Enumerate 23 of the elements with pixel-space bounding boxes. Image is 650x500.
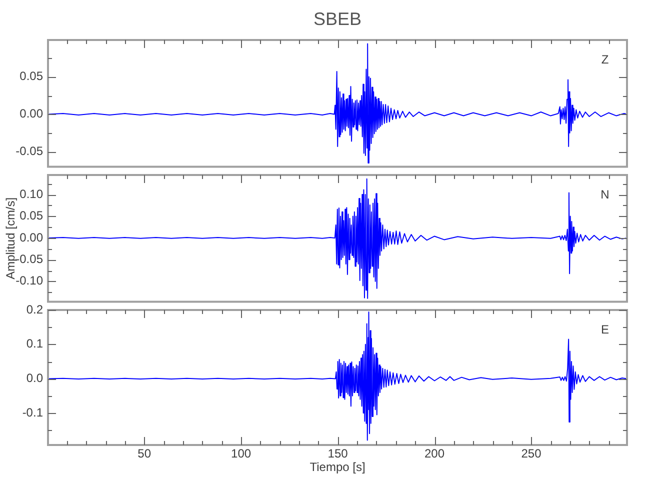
x-axis-title: Tiempo [s]: [310, 460, 366, 474]
x-tick-label: 50: [138, 446, 152, 461]
y-tick-label: 0.0: [26, 371, 44, 386]
y-tick-label: 0.05: [20, 208, 44, 223]
y-tick-label: 0.1: [26, 336, 44, 351]
y-tick-label: 0.05: [20, 69, 44, 84]
x-tick-label: 100: [231, 446, 252, 461]
y-tick-label: 0.2: [26, 302, 44, 316]
annotation: Z: [601, 52, 609, 66]
y-tick-label: 0.10: [20, 186, 44, 201]
y-axis-title: Amplitud [cm/s]: [4, 197, 18, 280]
y-tick-label: 0.00: [20, 106, 44, 121]
annotation: N: [600, 187, 610, 202]
chart-title: SBEB: [313, 8, 362, 29]
y-tick-label: -0.05: [16, 144, 44, 158]
y-tick-label: -0.05: [16, 252, 44, 266]
y-tick-label: -0.1: [22, 405, 44, 420]
y-tick-label: 0.00: [20, 230, 44, 244]
x-tick-label: 200: [424, 446, 445, 461]
annotation: E: [600, 322, 610, 336]
x-tick-label: 250: [521, 446, 542, 461]
x-tick-label: 150: [328, 446, 348, 461]
y-tick-label: -0.10: [16, 274, 44, 288]
